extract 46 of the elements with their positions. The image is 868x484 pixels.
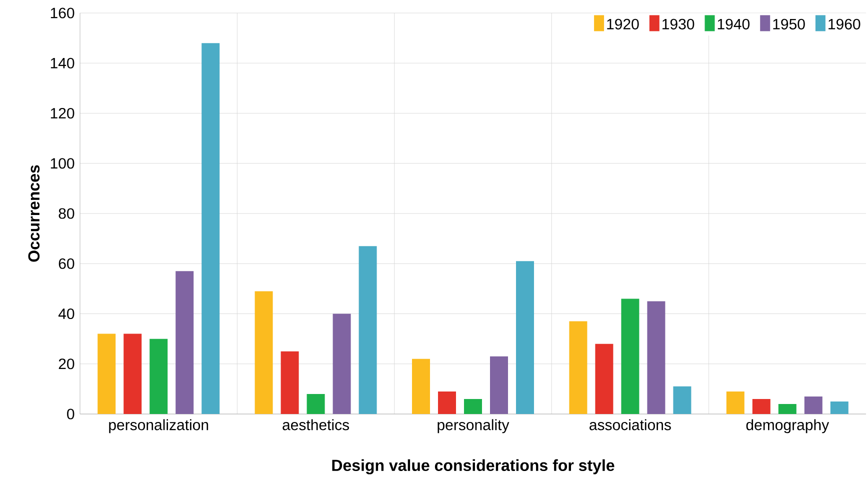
- bar: [280, 351, 299, 414]
- y-tick-label: 120: [50, 108, 74, 119]
- legend-label: 1930: [662, 18, 694, 30]
- bar: [830, 401, 848, 414]
- bar: [150, 338, 168, 414]
- bar: [306, 394, 325, 414]
- y-tick-label: 140: [50, 58, 74, 68]
- bar: [752, 398, 770, 414]
- bar: [778, 404, 796, 414]
- y-tick-label: 0: [67, 408, 74, 420]
- bar: [726, 391, 744, 414]
- bar: [438, 391, 456, 414]
- bar: [176, 271, 194, 414]
- y-tick-label: 60: [58, 258, 74, 269]
- bar: [254, 291, 273, 414]
- bar: [202, 43, 220, 414]
- bar: [569, 321, 588, 414]
- y-tick-label: 20: [58, 358, 74, 370]
- x-tick-label: associations: [590, 419, 671, 430]
- y-tick-label: 100: [50, 158, 74, 169]
- bar: [621, 298, 640, 414]
- bar: [412, 358, 430, 414]
- bar: [673, 386, 692, 414]
- x-tick-label: personalization: [109, 419, 208, 434]
- bar: [124, 334, 142, 414]
- legend-label: 1950: [773, 18, 805, 30]
- legend-label: 1940: [718, 18, 750, 30]
- bar: [358, 246, 377, 414]
- bar: [464, 398, 482, 414]
- x-tick-label: personality: [438, 419, 510, 434]
- y-tick-label: 80: [58, 208, 74, 219]
- x-axis-title: Design value considerations for style: [332, 459, 614, 474]
- bar: [595, 344, 614, 414]
- x-tick-label: aesthetics: [282, 419, 350, 430]
- y-axis-title: Occurrences: [28, 165, 40, 262]
- bar: [516, 261, 534, 414]
- x-tick-label: demography: [746, 419, 830, 434]
- legend-label: 1960: [828, 18, 860, 30]
- y-tick-label: 40: [58, 308, 74, 320]
- bar: [332, 314, 351, 414]
- bar: [647, 301, 666, 414]
- legend-label: 1920: [607, 18, 639, 30]
- bar: [98, 334, 116, 414]
- bar: [490, 356, 508, 414]
- y-tick-label: 160: [50, 8, 74, 18]
- bar: [804, 396, 822, 414]
